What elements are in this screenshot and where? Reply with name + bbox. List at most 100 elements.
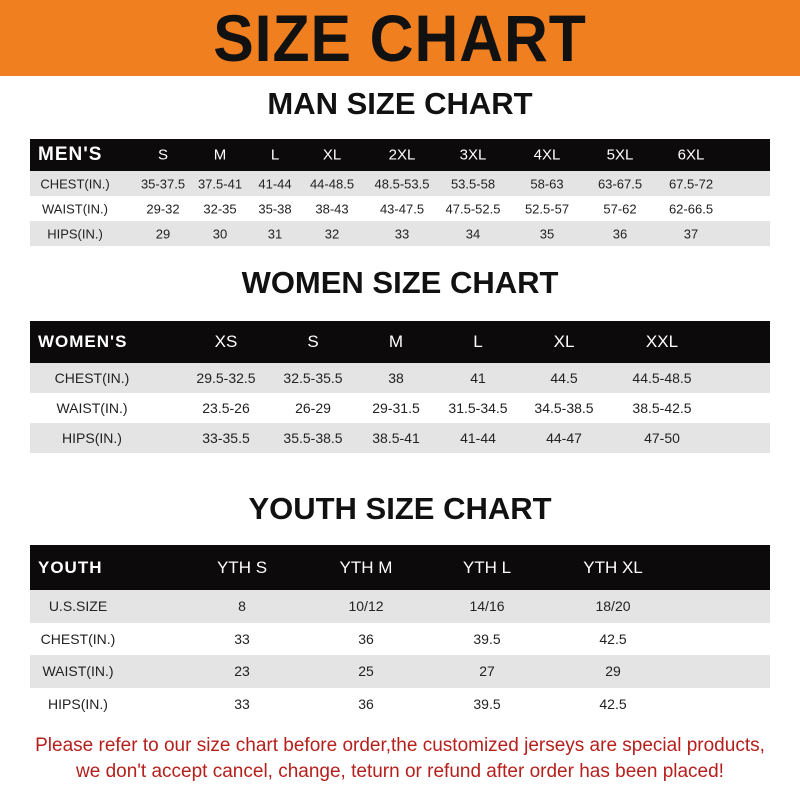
women-size-table: WOMEN'S XS S M L XL XXL CHEST(IN.) 29.5-32.5 32.5… [30, 321, 770, 453]
row-label: YOUTH [38, 557, 103, 577]
size-chart-banner: SIZE CHART [0, 0, 800, 76]
table-cell: 25 [358, 663, 374, 680]
table-row: HIPS(IN.) 33 36 39.5 42.5 [30, 687, 770, 720]
row-label: U.S.SIZE [48, 598, 108, 615]
table-cell: 35.5-38.5 [283, 430, 343, 446]
table-cell: 63-67.5 [597, 176, 643, 191]
table-cell: 35-38 [258, 201, 292, 216]
table-cell: 6XL [677, 146, 705, 164]
table-cell: 33 [234, 630, 250, 647]
table-cell: 38.5-41 [372, 430, 420, 446]
table-cell: 38-43 [315, 201, 349, 216]
table-cell: 48.5-53.5 [374, 176, 430, 191]
table-cell: 30 [212, 226, 228, 241]
table-cell: 29 [605, 663, 621, 680]
table-cell: 27 [479, 663, 495, 680]
table-row: CHEST(IN.) 29.5-32.5 32.5-35.5 38 41 44.5 44.5… [30, 363, 770, 393]
table-cell: 43-47.5 [379, 201, 425, 216]
row-label: CHEST(IN.) [40, 630, 116, 647]
table-cell: L [473, 332, 483, 351]
table-cell: 29-31.5 [372, 400, 420, 416]
table-row: U.S.SIZE 8 10/12 14/16 18/20 [30, 590, 770, 623]
table-row: HIPS(IN.) 33-35.5 35.5-38.5 38.5-41 41-44 44-… [30, 423, 770, 453]
table-cell: 42.5 [599, 695, 627, 712]
table-cell: 33 [394, 226, 410, 241]
row-label: HIPS(IN.) [48, 695, 108, 712]
table-cell: 35 [539, 226, 555, 241]
table-cell: 37.5-41 [197, 176, 243, 191]
row-label: WAIST(IN.) [42, 201, 108, 216]
table-row: CHEST(IN.) 33 36 39.5 42.5 [30, 622, 770, 655]
table-cell: YTH S [216, 557, 268, 577]
youth-size-table: YOUTH YTH S YTH M YTH L YTH XL U.S.SIZE 8 10/12… [30, 545, 770, 720]
row-label: CHEST(IN.) [40, 176, 110, 191]
table-cell: 32.5-35.5 [283, 370, 343, 386]
table-cell: 33 [234, 695, 250, 712]
men-size-table: MEN'S S M L XL 2XL 3XL 4XL 5XL 6XL CHEST(IN.) 35-37… [30, 139, 770, 246]
row-label: CHEST(IN.) [54, 370, 130, 386]
table-cell: 62-66.5 [668, 201, 714, 216]
table-cell: 35-37.5 [140, 176, 186, 191]
table-cell: 10/12 [348, 598, 384, 615]
notice-line-2: we don't accept cancel, change, teturn o… [76, 761, 724, 782]
table-cell: 39.5 [473, 695, 501, 712]
table-cell: 14/16 [469, 598, 505, 615]
row-label: WAIST(IN.) [56, 400, 128, 416]
table-cell: 44.5 [550, 370, 578, 386]
table-cell: 3XL [459, 146, 487, 164]
table-cell: L [270, 146, 280, 164]
table-cell: 44-47 [546, 430, 582, 446]
table-cell: 44.5-48.5 [632, 370, 692, 386]
table-cell: 41-44 [258, 176, 292, 191]
table-row: WAIST(IN.) 23.5-26 26-29 29-31.5 31.5-34.5 34… [30, 393, 770, 423]
table-cell: M [213, 146, 227, 164]
table-cell: XL [553, 332, 575, 351]
row-label: HIPS(IN.) [62, 430, 122, 446]
table-cell: M [388, 332, 404, 351]
table-cell: 38 [388, 370, 404, 386]
row-label: HIPS(IN.) [47, 226, 103, 241]
table-cell: 34 [465, 226, 481, 241]
table-cell: 4XL [533, 146, 561, 164]
table-cell: 23.5-26 [202, 400, 250, 416]
table-cell: 58-63 [530, 176, 564, 191]
table-cell: 47-50 [644, 430, 680, 446]
table-cell: 37 [683, 226, 699, 241]
table-cell: YTH M [339, 557, 393, 577]
table-cell: XS [214, 332, 238, 351]
table-cell: 8 [238, 598, 246, 615]
banner-title: SIZE CHART [213, 1, 587, 75]
women-chart-title: WOMEN SIZE CHART [241, 265, 559, 300]
table-cell: 33-35.5 [202, 430, 250, 446]
table-cell: 2XL [388, 146, 416, 164]
table-cell: 29 [155, 226, 171, 241]
table-cell: 31.5-34.5 [448, 400, 508, 416]
table-cell: 38.5-42.5 [632, 400, 692, 416]
table-row: WAIST(IN.) 23 25 27 29 [30, 655, 770, 688]
table-cell: 23 [234, 663, 250, 680]
table-header-row: WOMEN'S XS S M L XL XXL [30, 321, 770, 363]
men-chart-title: MAN SIZE CHART [267, 86, 533, 121]
table-header-row: MEN'S S M L XL 2XL 3XL 4XL 5XL 6XL [30, 139, 770, 171]
table-cell: 41-44 [460, 430, 496, 446]
table-cell: 44-48.5 [309, 176, 355, 191]
table-cell: 53.5-58 [450, 176, 496, 191]
table-cell: 36 [358, 630, 374, 647]
table-header-row: YOUTH YTH S YTH M YTH L YTH XL [30, 545, 770, 590]
table-cell: 57-62 [603, 201, 637, 216]
table-cell: 34.5-38.5 [534, 400, 594, 416]
row-label: MEN'S [38, 144, 103, 165]
table-cell: XL [322, 146, 342, 164]
table-row: HIPS(IN.) 29 30 31 32 33 34 35 36 37 [30, 221, 770, 246]
table-cell: 31 [267, 226, 283, 241]
table-cell: YTH XL [583, 557, 643, 577]
row-label: WAIST(IN.) [42, 663, 114, 680]
table-cell: 5XL [606, 146, 634, 164]
notice-line-1: Please refer to our size chart before or… [35, 735, 765, 756]
table-cell: 26-29 [295, 400, 331, 416]
table-cell: 29-32 [146, 201, 180, 216]
youth-chart-title: YOUTH SIZE CHART [248, 491, 552, 526]
table-cell: 67.5-72 [668, 176, 714, 191]
table-cell: YTH L [462, 557, 512, 577]
table-cell: 29.5-32.5 [196, 370, 256, 386]
